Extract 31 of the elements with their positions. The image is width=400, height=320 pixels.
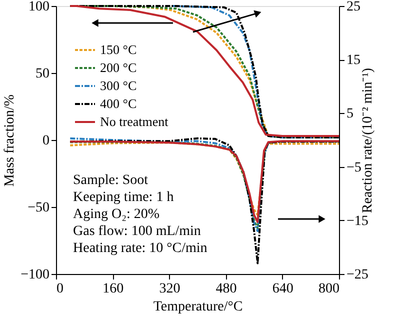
y-tick-label: 0 — [42, 134, 50, 148]
x-tick-label: 480 — [216, 282, 237, 296]
x-axis-title: Temperature/°C — [153, 300, 243, 314]
line-series — [172, 5, 340, 138]
y2-tick-label: −5 — [346, 160, 362, 176]
x-tick-label: 320 — [159, 282, 180, 296]
annotation: Gas flow: 100 mL/min — [73, 224, 201, 239]
x-tick-label: 640 — [272, 282, 294, 296]
y2-tick-label: 5 — [346, 106, 354, 122]
y-tick-label: 100 — [28, 0, 50, 14]
y2-tick-label: −25 — [346, 268, 368, 282]
y2-tick-label: 25 — [346, 0, 360, 14]
legend-label: No treatment — [100, 114, 169, 129]
y-tick-label: −100 — [20, 268, 50, 282]
y-tick-label: −50 — [28, 200, 50, 216]
annotation: Sample: Soot — [73, 173, 148, 188]
legend-label: 400 °C — [100, 96, 137, 111]
annotation: Keeping time: 1 h — [73, 190, 174, 205]
annotation: Aging O₂: 20% — [73, 207, 160, 222]
y-tick-label: 50 — [36, 66, 50, 82]
legend-label: 300 °C — [100, 78, 137, 93]
y2-tick-label: 15 — [346, 53, 360, 68]
x-tick-label: 160 — [102, 282, 124, 296]
y2-tick-label: −15 — [346, 214, 368, 229]
x-tick-label: 0 — [56, 282, 64, 296]
y2-axis-title: Reaction rate/(10⁻² min⁻¹) — [360, 68, 376, 214]
annotation: Heating rate: 10 °C/min — [73, 241, 208, 256]
legend-label: 150 °C — [100, 42, 137, 57]
legend-label: 200 °C — [100, 60, 137, 75]
x-tick-label: 800 — [318, 282, 340, 296]
y-axis-title: Mass fraction/% — [2, 94, 18, 187]
